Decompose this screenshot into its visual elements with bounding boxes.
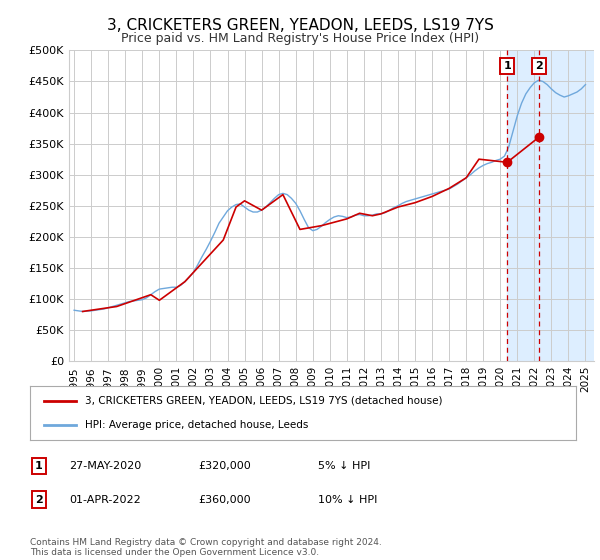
Text: Price paid vs. HM Land Registry's House Price Index (HPI): Price paid vs. HM Land Registry's House …: [121, 32, 479, 45]
Text: Contains HM Land Registry data © Crown copyright and database right 2024.
This d: Contains HM Land Registry data © Crown c…: [30, 538, 382, 557]
Text: 1: 1: [503, 61, 511, 71]
Text: HPI: Average price, detached house, Leeds: HPI: Average price, detached house, Leed…: [85, 420, 308, 430]
Text: 2: 2: [35, 494, 43, 505]
Text: 2: 2: [535, 61, 542, 71]
Text: 27-MAY-2020: 27-MAY-2020: [69, 461, 141, 471]
Text: 01-APR-2022: 01-APR-2022: [69, 494, 141, 505]
Text: 5% ↓ HPI: 5% ↓ HPI: [318, 461, 370, 471]
Text: 3, CRICKETERS GREEN, YEADON, LEEDS, LS19 7YS: 3, CRICKETERS GREEN, YEADON, LEEDS, LS19…: [107, 18, 493, 33]
Text: £320,000: £320,000: [198, 461, 251, 471]
Bar: [507, 50, 594, 361]
Text: 1: 1: [35, 461, 43, 471]
Text: 10% ↓ HPI: 10% ↓ HPI: [318, 494, 377, 505]
Text: £360,000: £360,000: [198, 494, 251, 505]
Text: 3, CRICKETERS GREEN, YEADON, LEEDS, LS19 7YS (detached house): 3, CRICKETERS GREEN, YEADON, LEEDS, LS19…: [85, 396, 442, 406]
